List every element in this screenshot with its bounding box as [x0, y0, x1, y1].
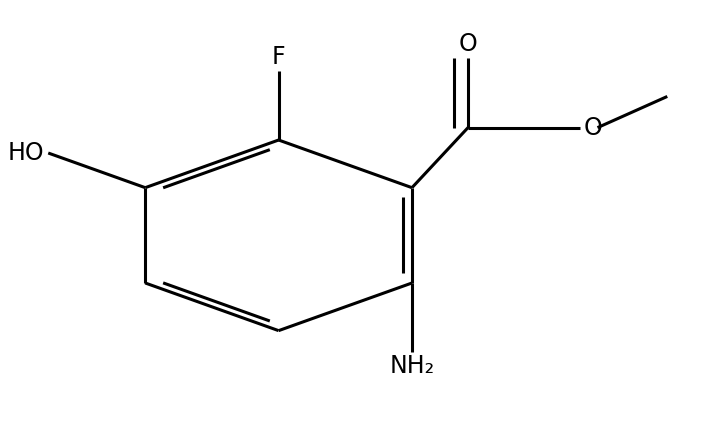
Text: NH₂: NH₂	[389, 354, 435, 378]
Text: F: F	[272, 44, 286, 68]
Text: HO: HO	[8, 141, 45, 165]
Text: O: O	[458, 32, 478, 56]
Text: O: O	[583, 116, 602, 140]
